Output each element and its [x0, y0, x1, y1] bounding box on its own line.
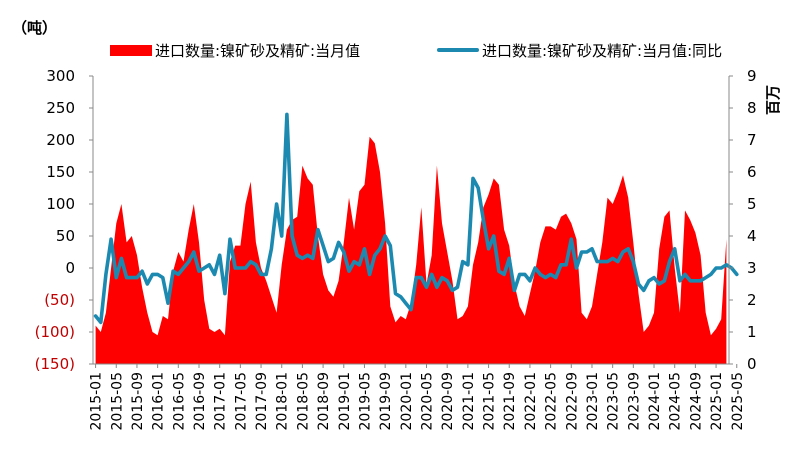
x-tick-label: 2016-09	[192, 372, 208, 431]
x-tick-label: 2022-01	[523, 372, 539, 431]
left-tick-label: 300	[46, 67, 75, 85]
x-tick-label: 2025-05	[730, 372, 746, 431]
right-tick-label: 7	[747, 131, 757, 149]
area-series-layer	[95, 136, 727, 364]
x-tick-label: 2020-09	[440, 372, 456, 431]
x-tick-label: 2015-05	[109, 372, 125, 431]
left-tick-label: 0	[65, 259, 75, 277]
legend-item-area: 进口数量:镍矿砂及精矿:当月值	[110, 40, 360, 60]
right-tick-label: 1	[747, 323, 757, 341]
x-tick-label: 2024-09	[688, 372, 704, 431]
x-tick-label: 2018-09	[316, 372, 332, 431]
x-tick-label: 2023-09	[626, 372, 642, 431]
x-tick-label: 2022-05	[544, 372, 560, 431]
x-tick-label: 2022-09	[564, 372, 580, 431]
left-tick-label: (100)	[35, 323, 75, 341]
x-tick-label: 2018-05	[295, 372, 311, 431]
x-tick-label: 2019-09	[378, 372, 394, 431]
right-tick-label: 4	[747, 227, 757, 245]
right-tick-label: 2	[747, 291, 757, 309]
left-axis-unit: （吨）	[12, 19, 58, 37]
x-tick-label: 2019-01	[337, 372, 353, 431]
x-tick-label: 2016-01	[151, 372, 167, 431]
x-tick-label: 2015-09	[130, 372, 146, 431]
x-tick-label: 2017-05	[233, 372, 249, 431]
area-series	[95, 136, 727, 364]
x-tick-label: 2024-05	[668, 372, 684, 431]
x-tick-label: 2023-05	[606, 372, 622, 431]
x-tick-label: 2021-01	[461, 372, 477, 431]
x-tick-label: 2020-01	[399, 372, 415, 431]
x-tick-label: 2020-05	[420, 372, 436, 431]
right-tick-label: 3	[747, 259, 757, 277]
legend-item-line: 进口数量:镍矿砂及精矿:当月值:同比	[437, 40, 722, 60]
line-series-layer	[93, 112, 739, 325]
left-tick-label: 250	[46, 99, 75, 117]
axes-layer: (150) (100) (50) 0 50 100 150 200 250 300 0 1 2 3 4 5 6 7…	[35, 67, 757, 431]
right-tick-label: 0	[747, 355, 757, 373]
legend-label-line: 进口数量:镍矿砂及精矿:当月值:同比	[482, 41, 723, 60]
left-tick-label: 200	[46, 131, 75, 149]
right-tick-label: 5	[747, 195, 757, 213]
left-tick-label: (50)	[44, 291, 75, 309]
x-tick-label: 2017-01	[213, 372, 229, 431]
x-tick-label: 2016-05	[171, 372, 187, 431]
left-tick-label: (150)	[35, 355, 75, 373]
x-tick-label: 2021-09	[502, 372, 518, 431]
legend-label-area: 进口数量:镍矿砂及精矿:当月值	[155, 41, 361, 60]
x-tick-label: 2025-01	[709, 372, 725, 431]
x-tick-label: 2019-05	[357, 372, 373, 431]
legend-swatch-area	[110, 44, 152, 56]
x-tick-label: 2015-01	[89, 372, 105, 431]
x-tick-label: 2018-01	[275, 372, 291, 431]
right-tick-label: 6	[747, 163, 757, 181]
x-tick-label: 2024-01	[647, 372, 663, 431]
right-tick-label: 9	[747, 67, 757, 85]
line-series	[93, 112, 739, 325]
left-tick-label: 150	[46, 163, 75, 181]
left-tick-label: 100	[46, 195, 75, 213]
left-tick-label: 50	[56, 227, 75, 245]
x-tick-label: 2017-09	[254, 372, 270, 431]
legend-swatch-line	[437, 48, 479, 52]
right-axis-unit: 百万	[764, 85, 782, 115]
x-tick-label: 2023-01	[585, 372, 601, 431]
right-tick-label: 8	[747, 99, 757, 117]
x-tick-label: 2021-05	[482, 372, 498, 431]
